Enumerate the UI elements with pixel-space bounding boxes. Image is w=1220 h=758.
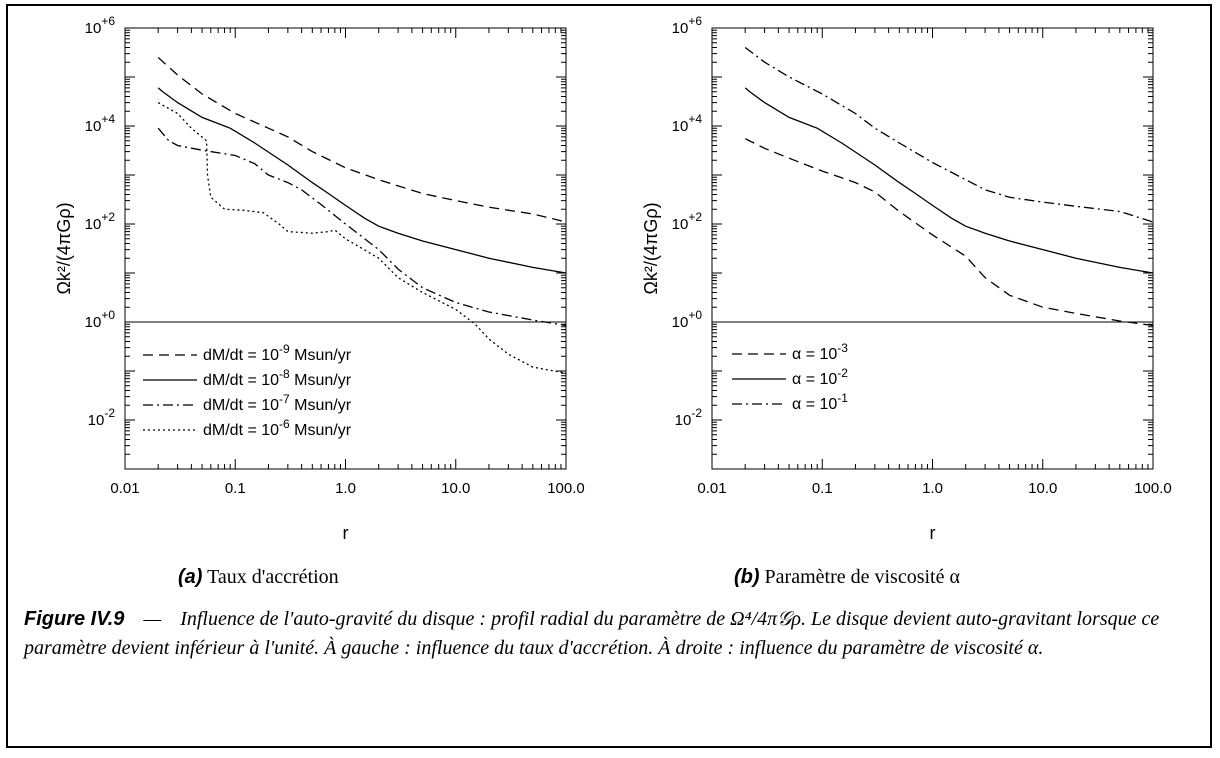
y-tick-label: 10+2 xyxy=(672,210,703,233)
chart-b: 0.01 0.1 1.0 10.0 100.0 10+6 10+4 10+2 10+0 10-2 r… xyxy=(641,14,1172,543)
series-line-a-3 xyxy=(157,102,567,374)
x-tick-label: 1.0 xyxy=(335,480,356,497)
y-tick-label: 10+6 xyxy=(672,14,703,37)
subcaption-a-tag: (a) xyxy=(178,566,203,588)
caption-dash: — xyxy=(143,608,162,630)
legend-entry: dM/dt = 10-7 Msun/yr xyxy=(203,392,352,414)
x-tick-label: 100.0 xyxy=(547,480,585,497)
series-line-b-2 xyxy=(744,46,1154,223)
x-tick-label: 0.1 xyxy=(812,480,833,497)
series-line-a-1 xyxy=(157,87,567,274)
figure-caption: Figure IV.9 — Influence de l'auto-gravit… xyxy=(24,605,1194,663)
series-line-a-0 xyxy=(157,57,567,223)
legend-entry: α = 10-3 xyxy=(792,341,848,363)
series-line-b-0 xyxy=(744,138,1154,327)
series-line-a-2 xyxy=(157,127,567,327)
subcaption-b: (b) Paramètre de viscosité α xyxy=(734,566,960,589)
x-tick-label: 0.01 xyxy=(110,480,139,497)
plot-area xyxy=(711,27,1154,470)
x-tick-label: 100.0 xyxy=(1134,480,1172,497)
y-tick-label: 10+4 xyxy=(672,112,703,135)
legend-entry: dM/dt = 10-6 Msun/yr xyxy=(203,417,352,439)
caption-text: Influence de l'auto-gravité du disque : … xyxy=(24,608,1160,659)
x-axis-label: r xyxy=(343,523,349,543)
y-axis-label: Ωk²/(4πGρ) xyxy=(641,202,661,294)
subcaption-a-text: Taux d'accrétion xyxy=(207,566,339,588)
x-axis-label: r xyxy=(930,523,936,543)
caption-label: Figure IV.9 xyxy=(24,608,125,630)
x-tick-label: 0.01 xyxy=(697,480,726,497)
y-tick-label: 10+0 xyxy=(85,308,116,331)
y-tick-label: 10+2 xyxy=(85,210,116,233)
series-line-b-1 xyxy=(744,87,1154,274)
y-tick-label: 10-2 xyxy=(88,406,116,429)
figure-frame xyxy=(6,4,1212,748)
subcaption-a: (a) Taux d'accrétion xyxy=(178,566,339,589)
legend-entry: α = 10-2 xyxy=(792,366,848,388)
x-tick-label: 1.0 xyxy=(922,480,943,497)
y-tick-label: 10+4 xyxy=(85,112,116,135)
y-tick-label: 10-2 xyxy=(675,406,703,429)
x-tick-label: 0.1 xyxy=(225,480,246,497)
legend-entry: α = 10-1 xyxy=(792,391,848,413)
y-tick-label: 10+6 xyxy=(85,14,116,37)
y-tick-label: 10+0 xyxy=(672,308,703,331)
y-axis-label: Ωk²/(4πGρ) xyxy=(54,202,74,294)
legend-entry: dM/dt = 10-8 Msun/yr xyxy=(203,367,352,389)
subcaption-b-text: Paramètre de viscosité α xyxy=(764,566,960,588)
subcaption-b-tag: (b) xyxy=(734,566,760,588)
x-tick-label: 10.0 xyxy=(441,480,470,497)
chart-a: 0.01 0.1 1.0 10.0 100.0 10+6 10+4 10+2 10+0 10-2 r… xyxy=(54,14,585,543)
legend-entry: dM/dt = 10-9 Msun/yr xyxy=(203,342,352,364)
charts-svg: 0.01 0.1 1.0 10.0 100.0 10+6 10+4 10+2 10+0 10-2 r… xyxy=(54,14,1172,543)
x-tick-label: 10.0 xyxy=(1028,480,1057,497)
